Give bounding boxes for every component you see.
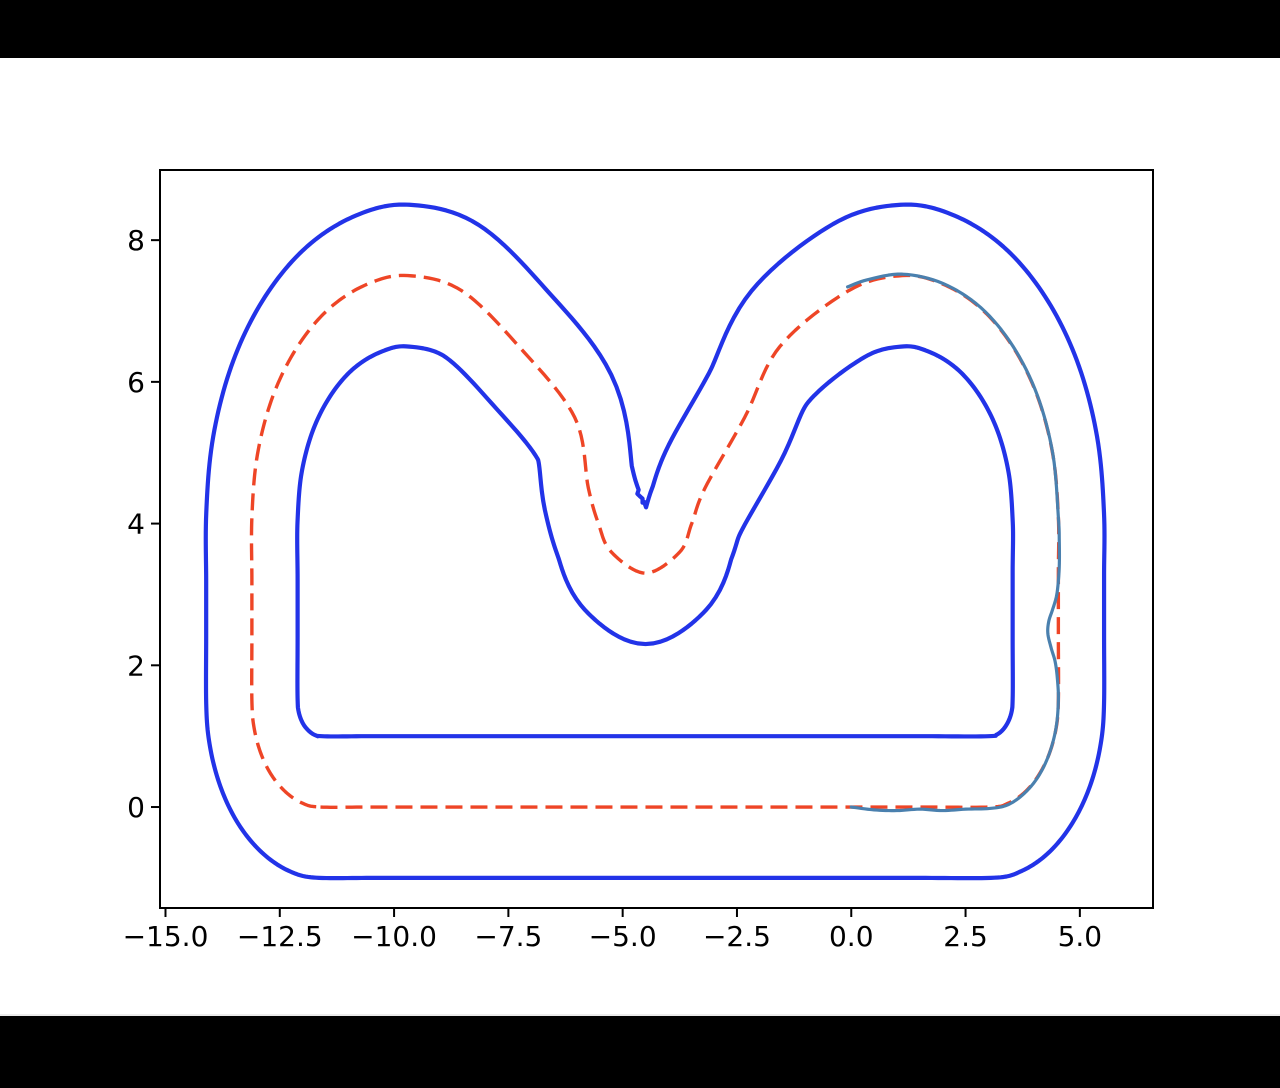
track-plot: −15.0 −12.5 −10.0 −7.5 −5.0 −2.5 0.0 2.5 5.0 0 2 4 6… [123, 169, 1154, 953]
series-track-outer-boundary [203, 202, 1107, 881]
x-tick-label: −7.5 [474, 920, 542, 953]
series-track-centerline [249, 273, 1061, 809]
y-tick-label: 4 [127, 508, 145, 541]
x-tick-label: 5.0 [1058, 920, 1103, 953]
y-tick-label: 0 [127, 791, 145, 824]
axes-spines [159, 169, 1154, 909]
series-vehicle-trajectory [846, 272, 1062, 813]
y-tick-label: 2 [127, 649, 145, 682]
series-track-inner-boundary [295, 344, 1016, 739]
x-tick-label: −5.0 [589, 920, 657, 953]
x-tick-label: 0.0 [829, 920, 874, 953]
x-tick-label: −12.5 [237, 920, 323, 953]
x-tick-label: −10.0 [351, 920, 437, 953]
y-tick-label: 6 [127, 366, 145, 399]
x-tick-label: −15.0 [123, 920, 209, 953]
x-tick-label: −2.5 [703, 920, 771, 953]
y-tick-label: 8 [127, 224, 145, 257]
x-tick-label: 2.5 [943, 920, 988, 953]
figure-canvas: −15.0 −12.5 −10.0 −7.5 −5.0 −2.5 0.0 2.5 5.0 0 2 4 6… [0, 58, 1280, 1016]
